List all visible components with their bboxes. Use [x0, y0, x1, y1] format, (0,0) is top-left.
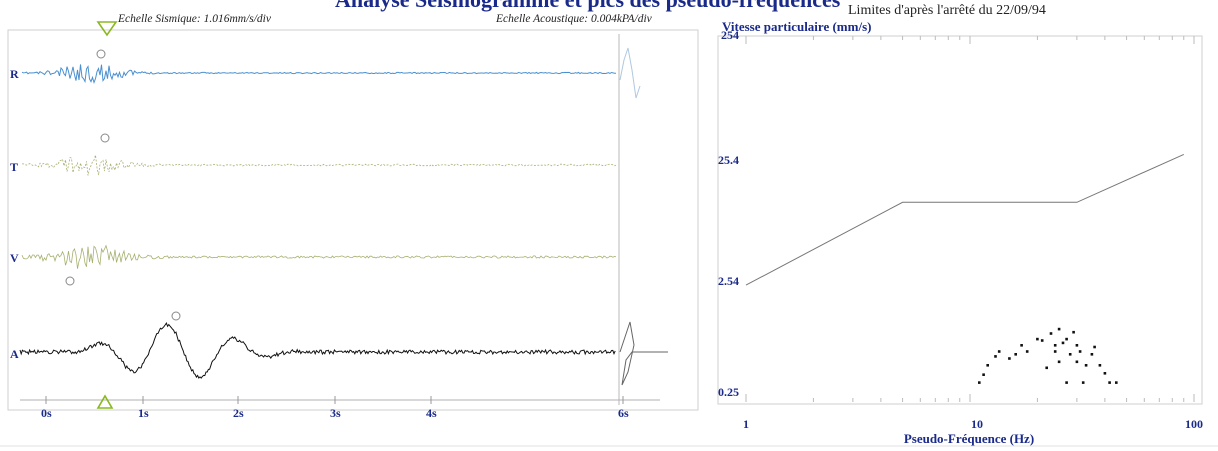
frequency-point — [1084, 364, 1088, 367]
seismic-scale-label: Echelle Sismique: 1.016mm/s/div — [117, 13, 272, 25]
frequency-point — [1103, 372, 1107, 375]
frequency-point — [1075, 360, 1079, 364]
seismogram-frame — [7, 29, 699, 411]
frequency-point — [1036, 337, 1039, 341]
frequency-panel: Vitesse particulaire (mm/s) Pseudo-Fréqu… — [717, 19, 1203, 446]
peak-marker-acoustic — [171, 311, 181, 321]
frequency-point — [1065, 381, 1068, 384]
time-tick-label: 1s — [138, 406, 149, 420]
limits-caption: Limites d'après l'arrêté du 22/09/94 — [848, 3, 1046, 18]
frequency-point — [978, 381, 981, 384]
frequency-point — [986, 364, 989, 367]
y-tick-254: 254 — [721, 28, 739, 42]
frequency-point — [1049, 332, 1053, 335]
frequency-ticks — [745, 36, 1195, 402]
frequency-point — [1072, 330, 1075, 334]
y-axis-label: Vitesse particulaire (mm/s) — [722, 19, 871, 34]
frequency-point — [997, 350, 1001, 353]
frequency-point — [1045, 366, 1048, 370]
frequency-point — [1061, 341, 1065, 345]
frequency-point — [1108, 381, 1111, 384]
frequency-point — [1115, 381, 1118, 384]
channel-label-r: R — [10, 67, 19, 81]
time-tick-label: 4s — [426, 406, 437, 420]
channel-label-v: V — [10, 251, 19, 265]
trace-transverse — [22, 154, 617, 176]
frequency-point — [1065, 337, 1068, 341]
frequency-point — [982, 373, 985, 376]
frequency-point — [1068, 353, 1072, 356]
frequency-point — [1053, 350, 1057, 353]
frequency-point — [1008, 357, 1011, 360]
frequency-point — [1075, 344, 1079, 347]
x-tick-10: 10 — [971, 417, 983, 431]
channel-label-t: T — [10, 160, 18, 174]
peak-frequency-points — [978, 327, 1118, 384]
trigger-marker-bottom-icon — [96, 394, 114, 409]
trace-acoustic-end — [619, 321, 668, 386]
y-tick-25.4: 25.4 — [718, 153, 739, 167]
frequency-point — [1025, 350, 1029, 353]
peak-marker-radial — [96, 49, 106, 59]
frequency-point — [1090, 353, 1094, 356]
regulatory-limit-line — [745, 153, 1185, 286]
frequency-point — [1093, 345, 1096, 349]
report-title: Analyse Seismogramme et pics des pseudo-… — [335, 0, 841, 12]
frequency-point — [1057, 327, 1061, 331]
time-tick-label: 3s — [330, 406, 341, 420]
trace-vertical — [21, 244, 617, 269]
frequency-point — [994, 355, 997, 358]
frequency-point — [1078, 350, 1082, 353]
time-tick-label: 2s — [233, 406, 244, 420]
x-tick-100: 100 — [1185, 417, 1203, 431]
seismogram-panel: 0s 1s 2s 3s 4s 6s R T V A — [7, 21, 699, 420]
frequency-point — [1098, 364, 1102, 367]
peak-marker-vertical — [65, 276, 75, 286]
frequency-point — [1040, 339, 1044, 342]
acoustic-scale-label: Echelle Acoustique: 0.004kPA/div — [495, 13, 653, 25]
trace-radial-end — [619, 47, 641, 99]
time-tick-label: 6s — [618, 406, 629, 420]
trace-acoustic — [19, 322, 616, 379]
time-ticks: 0s 1s 2s 3s 4s 6s — [41, 396, 629, 420]
y-tick-0.25: 0.25 — [718, 385, 739, 399]
time-tick-label: 0s — [41, 406, 52, 420]
frequency-point — [1020, 344, 1023, 347]
x-axis-label: Pseudo-Fréquence (Hz) — [904, 431, 1034, 446]
trigger-marker-top-icon — [96, 21, 118, 37]
trace-radial — [21, 64, 617, 85]
frequency-point — [1057, 360, 1061, 364]
frequency-point — [1081, 381, 1085, 384]
peak-marker-transverse — [100, 133, 110, 143]
x-tick-1: 1 — [743, 417, 749, 431]
channel-label-a: A — [10, 347, 19, 361]
frequency-point — [1014, 353, 1017, 356]
frequency-point — [1053, 344, 1057, 347]
y-tick-2.54: 2.54 — [718, 274, 739, 288]
frequency-plot-frame — [717, 35, 1203, 405]
